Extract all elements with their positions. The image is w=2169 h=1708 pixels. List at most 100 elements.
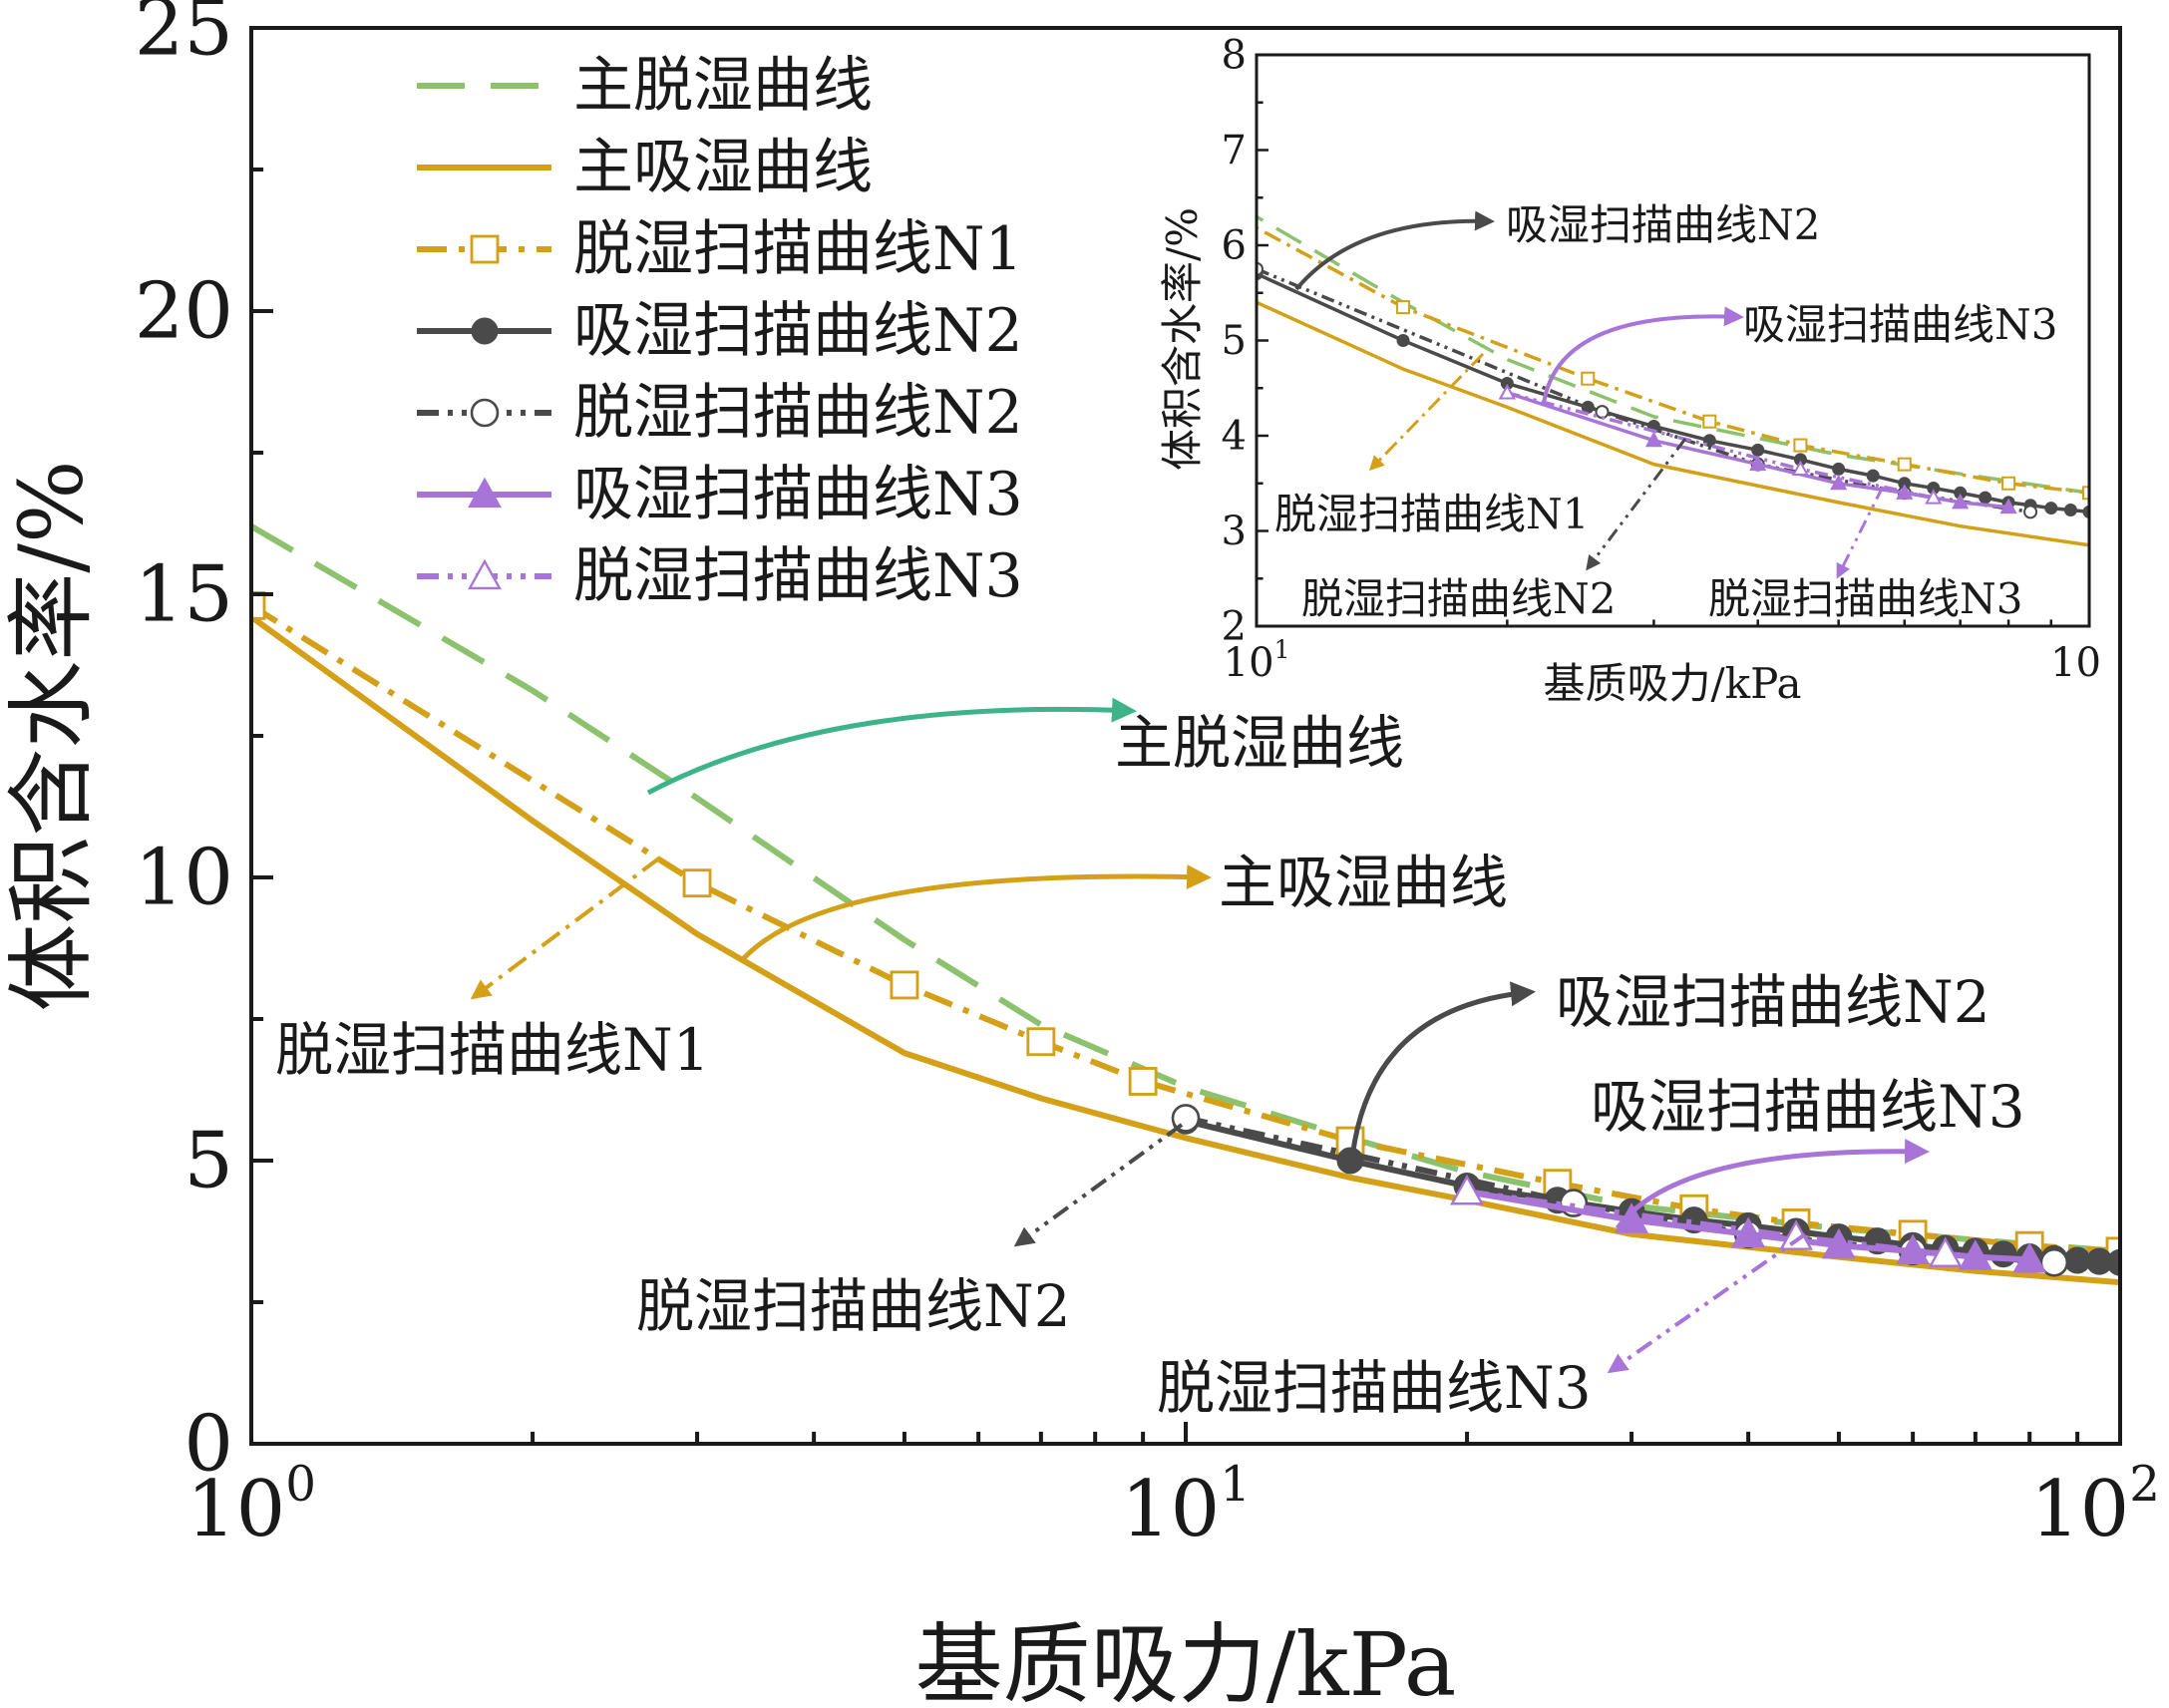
inset-series-2-point bbox=[2001, 476, 2016, 491]
main-series-6-point bbox=[1928, 1236, 1963, 1267]
inset-series-5-point bbox=[1999, 498, 2017, 514]
inset-drying-scan-n1-annotation: 脱湿扫描曲线N1 bbox=[1274, 490, 1589, 538]
inset-axis-ticks: 2 3 4 5 6 7 8 101 10 bbox=[1222, 33, 2101, 686]
inset-series-6-point bbox=[1925, 489, 1943, 505]
legend-marker-2 bbox=[470, 234, 500, 264]
main-x-tick-label: 100 bbox=[186, 1457, 316, 1554]
main-series-2-point bbox=[682, 868, 712, 898]
inset-x-tick-label: 10 bbox=[2050, 640, 2101, 686]
main-series-2-point bbox=[251, 590, 266, 620]
main-series-2-point bbox=[1026, 1027, 1056, 1057]
inset-drying-scan-n2-arrow bbox=[1586, 438, 1687, 571]
inset-series-3-point bbox=[1396, 334, 1410, 347]
inset-wetting-scan-n3-arrow bbox=[1542, 306, 1744, 405]
legend-label-4: 脱湿扫描曲线N2 bbox=[573, 378, 1023, 448]
main-y-tick-label: 0 bbox=[183, 1400, 233, 1490]
legend-marker-6 bbox=[468, 558, 502, 590]
main-y-axis-label: 体积含水率/% bbox=[0, 460, 103, 1011]
legend-label-6: 脱湿扫描曲线N3 bbox=[573, 541, 1023, 611]
inset-series-2-point bbox=[1702, 414, 1717, 429]
inset-y-tick-label: 2 bbox=[1222, 604, 1247, 650]
inset-y-tick-label: 3 bbox=[1222, 509, 1247, 554]
main-annotations: 主脱湿曲线 主吸湿曲线 脱湿扫描曲线N1 吸湿扫描曲线N2 脱湿扫描曲线N2 吸… bbox=[275, 697, 2025, 1422]
inset-drying-scan-n2-annotation: 脱湿扫描曲线N2 bbox=[1301, 574, 1616, 623]
drying-scan-n1-annotation: 脱湿扫描曲线N1 bbox=[275, 1016, 710, 1084]
legend-marker-4 bbox=[470, 398, 500, 428]
inset-y-tick-label: 6 bbox=[1222, 223, 1247, 269]
legend-label-5: 吸湿扫描曲线N3 bbox=[573, 460, 1023, 529]
main-y-tick-label: 25 bbox=[135, 0, 233, 74]
inset-series-3-point bbox=[2063, 503, 2077, 516]
inset-series-3-point bbox=[2044, 502, 2058, 515]
inset-series-2-point bbox=[1213, 201, 1225, 213]
main-drying-curve-arrow bbox=[646, 697, 1137, 796]
drying-scan-n3-arrow bbox=[1607, 1232, 1807, 1374]
main-series-6-line bbox=[1466, 1189, 1947, 1257]
inset-series-3-point bbox=[1979, 491, 1992, 505]
main-y-tick-label: 10 bbox=[135, 834, 233, 923]
inset-y-tick-label: 4 bbox=[1222, 414, 1247, 460]
inset-annotations: 吸湿扫描曲线N2 吸湿扫描曲线N3 脱湿扫描曲线N1 脱湿扫描曲线N2 脱湿扫描… bbox=[1274, 200, 2057, 623]
main-series-1-line bbox=[251, 614, 2120, 1286]
inset-series-2-point bbox=[2082, 486, 2089, 501]
inset-y-tick-label: 5 bbox=[1222, 318, 1247, 364]
inset-background bbox=[1257, 55, 2089, 626]
main-y-tick-label: 5 bbox=[183, 1117, 233, 1206]
inset-series-6-point bbox=[1498, 384, 1516, 400]
inset-x-tick-label: 101 bbox=[1224, 635, 1290, 686]
drying-scan-n3-annotation: 脱湿扫描曲线N3 bbox=[1157, 1354, 1592, 1422]
drying-scan-n1-arrow bbox=[470, 855, 662, 1000]
main-series-5-point bbox=[2012, 1242, 2047, 1273]
main-series-2-line bbox=[251, 602, 2120, 1254]
main-x-tick-label: 101 bbox=[1121, 1457, 1251, 1554]
main-series-2-point bbox=[890, 970, 919, 1000]
main-y-tick-label: 20 bbox=[135, 267, 233, 357]
main-wetting-curve-annotation: 主吸湿曲线 bbox=[1219, 849, 1508, 916]
legend-label-2: 脱湿扫描曲线N1 bbox=[573, 214, 1023, 284]
legend-label-3: 吸湿扫描曲线N2 bbox=[573, 296, 1023, 366]
inset-x-axis-label: 基质吸力/kPa bbox=[1543, 659, 1801, 708]
drying-scan-n2-arrow bbox=[1013, 1123, 1184, 1247]
inset-drying-scan-n3-arrow bbox=[1836, 486, 1885, 579]
main-x-axis-label: 基质吸力/kPa bbox=[915, 1613, 1457, 1708]
main-series-3-point bbox=[1989, 1240, 2017, 1268]
inset-series-5-point bbox=[1952, 493, 1970, 510]
main-drying-curve-annotation: 主脱湿曲线 bbox=[1115, 709, 1404, 777]
inset-plot: 2 3 4 5 6 7 8 101 10 基质吸力/kPa 体积含水率/% 吸湿扫描曲线N2 吸… bbox=[1122, 33, 2101, 708]
inset-y-tick-label: 8 bbox=[1222, 33, 1247, 79]
wetting-scan-n2-annotation: 吸湿扫描曲线N2 bbox=[1556, 968, 1990, 1036]
main-series-5-point bbox=[1958, 1239, 1992, 1270]
inset-series-2-line bbox=[1257, 225, 2089, 496]
inset-series-3-point bbox=[1832, 462, 1846, 476]
inset-series-5-point bbox=[1830, 474, 1848, 491]
legend-marker-5 bbox=[468, 477, 502, 509]
inset-drying-scan-n3-annotation: 脱湿扫描曲线N3 bbox=[1708, 574, 2022, 623]
inset-series-2-point bbox=[1122, 135, 1134, 147]
inset-series-2-point bbox=[1897, 457, 1912, 472]
inset-series-4-point bbox=[2023, 505, 2038, 519]
main-y-tick-label: 15 bbox=[135, 550, 233, 640]
inset-drying-scan-n1-arrow bbox=[1368, 352, 1485, 472]
inset-series-6-point bbox=[1791, 460, 1810, 476]
inset-series-5-point bbox=[1644, 431, 1662, 448]
main-x-tick-label: 102 bbox=[2030, 1457, 2160, 1554]
main-series-2-point bbox=[1128, 1067, 1158, 1096]
inset-series-2-point bbox=[1396, 300, 1411, 315]
inset-wetting-scan-n3-annotation: 吸湿扫描曲线N3 bbox=[1743, 300, 2057, 349]
wetting-scan-n3-annotation: 吸湿扫描曲线N3 bbox=[1591, 1073, 2025, 1141]
inset-series-5-point bbox=[1749, 455, 1767, 472]
main-series-3-point bbox=[2106, 1248, 2120, 1276]
main-wetting-curve-arrow bbox=[741, 863, 1212, 961]
wetting-scan-n2-arrow bbox=[1348, 981, 1536, 1168]
inset-y-axis-label: 体积含水率/% bbox=[1158, 207, 1207, 471]
inset-series-3-point bbox=[1751, 443, 1765, 457]
main-series-4-point bbox=[2039, 1247, 2069, 1277]
legend-label-0: 主脱湿曲线 bbox=[573, 51, 873, 121]
main-series-6-point bbox=[1450, 1174, 1485, 1205]
drying-scan-n2-annotation: 脱湿扫描曲线N2 bbox=[636, 1272, 1071, 1340]
legend-label-1: 主吸湿曲线 bbox=[573, 133, 873, 202]
